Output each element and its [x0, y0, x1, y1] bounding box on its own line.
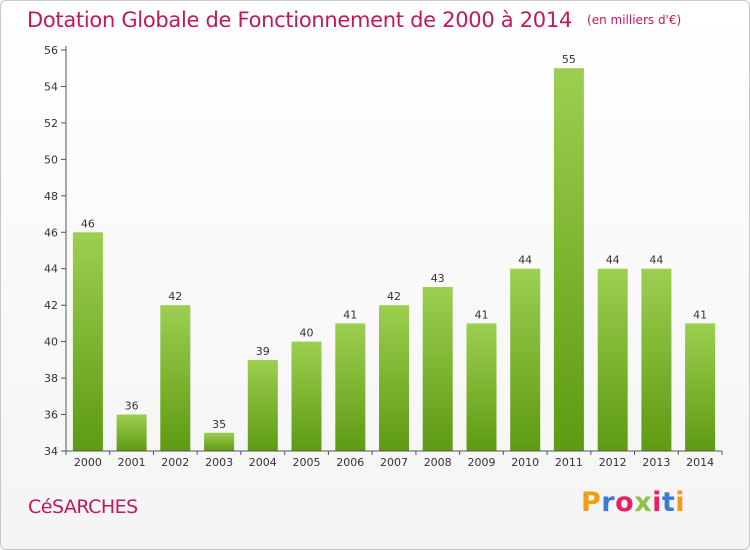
bar-2002 — [160, 305, 191, 451]
logo-letter: i — [652, 487, 662, 518]
x-tick-label: 2010 — [511, 456, 539, 469]
bar-value-label: 36 — [125, 400, 139, 413]
bar-value-label: 42 — [387, 290, 401, 303]
y-tick-label: 54 — [44, 81, 58, 94]
x-tick-label: 2014 — [686, 456, 714, 469]
bar-2005 — [291, 341, 322, 451]
x-tick-label: 2001 — [118, 456, 146, 469]
bar-value-label: 44 — [649, 254, 663, 267]
y-tick-label: 46 — [44, 226, 58, 239]
x-tick-label: 2013 — [642, 456, 670, 469]
bar-value-label: 55 — [562, 53, 576, 66]
axes-layer — [61, 46, 723, 455]
bar-2008 — [422, 287, 453, 451]
x-tick-label: 2004 — [249, 456, 277, 469]
logo-letter: i — [675, 487, 686, 518]
bar-2006 — [335, 323, 366, 451]
bar-2003 — [204, 432, 235, 451]
bar-2014 — [685, 323, 716, 451]
x-tick-label: 2008 — [424, 456, 452, 469]
bar-2009 — [466, 323, 497, 451]
bar-value-label: 44 — [606, 254, 620, 267]
bar-value-label: 44 — [518, 254, 532, 267]
chart-unit-note: (en milliers d'€) — [587, 13, 682, 27]
y-tick-label: 48 — [44, 190, 58, 203]
x-tick-label: 2012 — [599, 456, 627, 469]
proxiti-logo[interactable]: Proxiti — [581, 487, 685, 518]
city-name: CéSARCHES — [28, 496, 138, 518]
bar-2011 — [553, 68, 584, 451]
chart-header: Dotation Globale de Fonctionnement de 20… — [27, 8, 681, 32]
y-tick-label: 56 — [44, 44, 58, 57]
bar-value-label: 41 — [475, 308, 489, 321]
x-tick-label: 2003 — [205, 456, 233, 469]
y-tick-label: 44 — [44, 263, 58, 276]
bar-value-label: 43 — [431, 272, 445, 285]
labels-layer: 46 2000 36 2001 42 2002 35 2003 39 2004 40 2005 41 20… — [44, 44, 714, 469]
logo-letter: x — [634, 487, 653, 518]
x-tick-label: 2007 — [380, 456, 408, 469]
bar-value-label: 41 — [693, 308, 707, 321]
y-tick-label: 36 — [44, 409, 58, 422]
y-tick-label: 50 — [44, 153, 58, 166]
x-tick-label: 2005 — [293, 456, 321, 469]
y-tick-label: 40 — [44, 336, 58, 349]
bar-value-label: 41 — [343, 308, 357, 321]
logo-letter: t — [661, 487, 676, 518]
y-tick-label: 34 — [44, 445, 58, 458]
logo-letter: o — [615, 487, 635, 518]
x-tick-label: 2011 — [555, 456, 583, 469]
bar-2000 — [72, 232, 103, 451]
x-tick-label: 2002 — [161, 456, 189, 469]
bar-2001 — [116, 414, 147, 451]
bar-2013 — [641, 268, 672, 451]
x-tick-label: 2000 — [74, 456, 102, 469]
x-tick-label: 2006 — [336, 456, 364, 469]
chart-title: Dotation Globale de Fonctionnement de 20… — [27, 8, 572, 32]
y-tick-label: 42 — [44, 299, 58, 312]
bar-value-label: 35 — [212, 418, 226, 431]
bar-2004 — [247, 359, 278, 451]
bar-2012 — [597, 268, 628, 451]
bars-layer — [72, 68, 716, 451]
bar-value-label: 42 — [168, 290, 182, 303]
bar-2010 — [510, 268, 541, 451]
y-tick-label: 38 — [44, 372, 58, 385]
x-tick-label: 2009 — [468, 456, 496, 469]
bar-2007 — [379, 305, 409, 451]
bar-value-label: 40 — [300, 327, 314, 340]
bar-value-label: 39 — [256, 345, 270, 358]
logo-letter: P — [581, 487, 602, 518]
bar-value-label: 46 — [81, 217, 95, 230]
logo-letter: r — [601, 487, 616, 518]
y-tick-label: 52 — [44, 117, 58, 130]
